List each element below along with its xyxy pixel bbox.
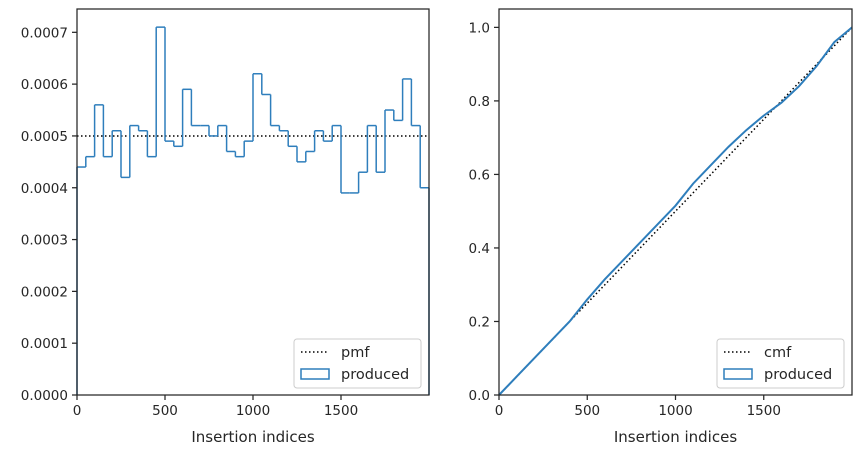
pmf-histogram-panel: 0 500 1000 1500 0.0000 0.0001 0.0002 0.0003 0.00… [21, 8, 430, 446]
x-tick-label: 500 [574, 403, 600, 419]
y-tick-label: 0.0000 [21, 388, 68, 404]
y-tick-label: 0.0005 [21, 129, 68, 145]
legend: cmf produced [716, 338, 845, 389]
y-tick-label: 0.0 [469, 388, 490, 404]
produced-line [498, 26, 853, 396]
x-axis-label: Insertion indices [191, 428, 314, 446]
x-tick-label: 1000 [658, 403, 692, 419]
x-tick-label: 1500 [747, 403, 781, 419]
y-tick-label: 0.0001 [21, 336, 68, 352]
y-tick-label: 0.0003 [21, 233, 68, 249]
x-tick-label: 500 [152, 403, 178, 419]
y-tick-label: 0.0004 [21, 181, 68, 197]
y-tick-label: 1.0 [469, 20, 490, 36]
plot-frame [498, 8, 853, 396]
legend-label-pmf: pmf [341, 345, 370, 361]
y-tick-label: 0.4 [469, 241, 490, 257]
y-tick-label: 0.0007 [21, 25, 68, 41]
x-axis-label: Insertion indices [614, 428, 737, 446]
legend-label-cmf: cmf [764, 345, 792, 361]
legend-label-produced: produced [764, 367, 832, 383]
plot-frame [76, 8, 430, 396]
y-tick-label: 0.0006 [21, 77, 68, 93]
x-tick-label: 0 [73, 403, 82, 419]
y-tick-label: 0.0002 [21, 284, 68, 300]
cmf-line-panel: 0 500 1000 1500 0.0 0.2 0.4 0.6 0.8 1.0 Insertion … [469, 8, 853, 446]
legend-label-produced: produced [341, 367, 409, 383]
x-tick-label: 1500 [324, 403, 358, 419]
legend: pmf produced [293, 338, 422, 389]
legend-swatch-produced [300, 368, 330, 380]
legend-swatch-produced [723, 368, 753, 380]
y-tick-label: 0.2 [469, 314, 490, 330]
y-tick-label: 0.6 [469, 167, 490, 183]
y-tick-label: 0.8 [469, 94, 490, 110]
x-tick-label: 1000 [236, 403, 270, 419]
x-tick-label: 0 [495, 403, 504, 419]
